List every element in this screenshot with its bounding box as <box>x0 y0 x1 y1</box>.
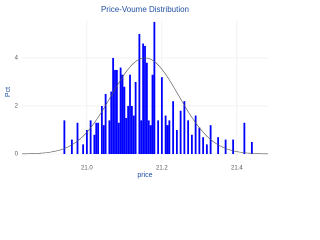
bar <box>130 105 133 154</box>
bar <box>190 134 193 154</box>
bar <box>138 33 141 154</box>
bar <box>250 141 253 154</box>
bar <box>82 144 85 154</box>
bar <box>175 129 178 154</box>
y-axis-title: Pct <box>5 87 12 97</box>
y-tick-label: 4 <box>15 56 19 62</box>
bar <box>108 120 111 154</box>
bar <box>151 74 154 154</box>
bar <box>119 67 122 154</box>
bar <box>187 120 190 154</box>
bar <box>129 74 131 154</box>
bar <box>140 120 143 154</box>
x-axis-title: price <box>137 172 152 179</box>
bar <box>132 115 135 154</box>
y-tick-label: 0 <box>15 152 19 158</box>
bar <box>149 125 152 154</box>
normal-curve <box>21 57 269 155</box>
chart: Price-Voume Distribution price Pct 0 2 4 21… <box>5 5 269 179</box>
bar <box>157 120 160 154</box>
bar <box>164 115 167 154</box>
bar <box>115 69 118 154</box>
x-tick-label: 21.0 <box>81 166 93 172</box>
bar <box>142 43 145 154</box>
chart-title: Price-Voume Distribution <box>101 5 189 14</box>
bar <box>194 115 197 154</box>
bar <box>70 139 73 154</box>
bar <box>85 129 88 154</box>
bar <box>205 144 208 154</box>
bar <box>89 120 92 154</box>
bar <box>95 122 98 154</box>
bar <box>117 122 120 154</box>
bar <box>179 110 182 154</box>
y-tick-label: 2 <box>15 104 19 110</box>
bar <box>168 120 171 154</box>
x-tick-label: 21.4 <box>231 166 243 172</box>
bar <box>183 101 186 154</box>
bar <box>147 120 150 154</box>
bar <box>93 134 96 154</box>
x-tick-label: 21.2 <box>156 166 168 172</box>
bar <box>232 139 235 154</box>
bar <box>202 137 205 154</box>
bar <box>224 139 227 154</box>
bar <box>63 120 66 154</box>
bar <box>112 57 115 154</box>
bar <box>160 77 163 154</box>
bar <box>243 122 246 154</box>
bar <box>121 74 124 154</box>
bar <box>166 125 169 154</box>
bar <box>123 86 126 154</box>
bar <box>114 69 116 154</box>
bar <box>97 122 100 154</box>
bar <box>102 125 105 154</box>
bar <box>76 122 79 154</box>
bar <box>217 137 220 154</box>
bar <box>100 105 103 154</box>
bar <box>125 117 128 154</box>
bar <box>153 21 156 154</box>
bar <box>198 127 201 154</box>
bar <box>134 81 137 154</box>
bar <box>172 101 175 154</box>
bar <box>127 105 130 154</box>
bar <box>144 45 146 154</box>
bar <box>110 91 113 154</box>
bar <box>145 62 148 154</box>
bar <box>104 93 107 154</box>
